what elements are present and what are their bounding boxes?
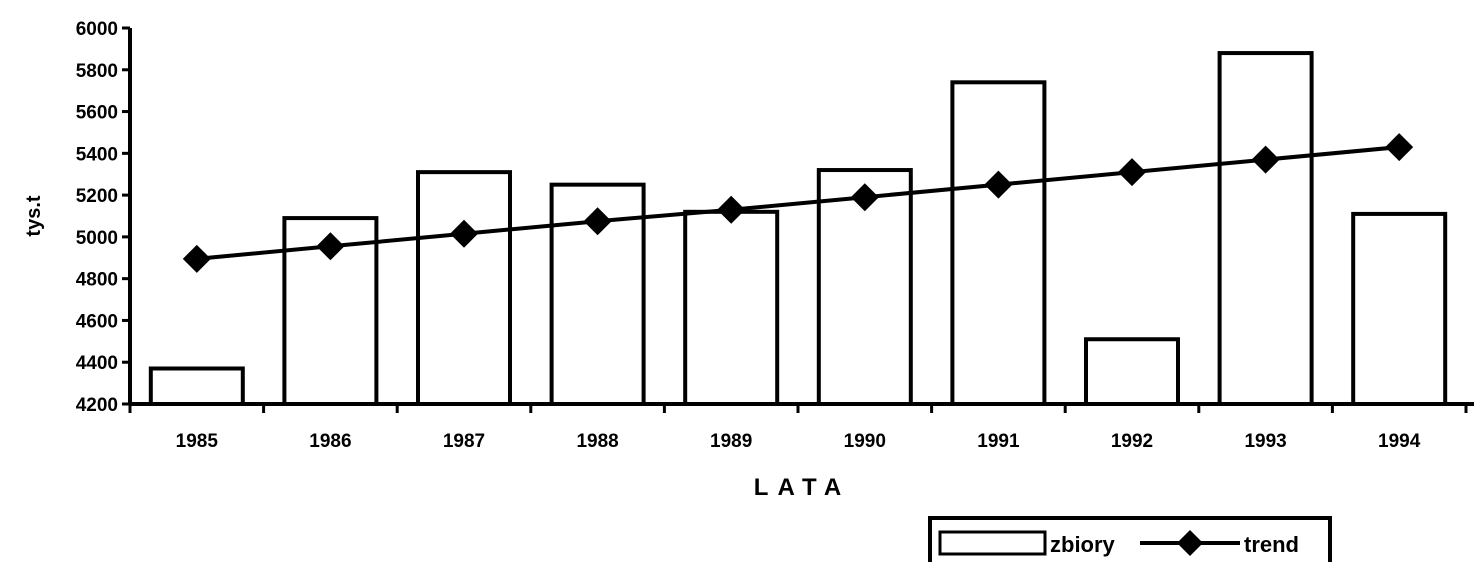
x-tick-label: 1992 — [1111, 431, 1153, 452]
trend-marker-1987 — [450, 219, 478, 248]
trend-marker-1992 — [1118, 158, 1146, 187]
legend-label-zbiory: zbiory — [1050, 532, 1116, 557]
trend-marker-1989 — [717, 195, 746, 224]
trend-layer — [182, 133, 1414, 273]
y-tick-label: 5800 — [76, 61, 118, 82]
y-tick-label: 4800 — [76, 270, 118, 291]
bar-1987 — [416, 170, 512, 406]
x-axis-title: LATA — [754, 474, 850, 501]
x-tick-label: 1987 — [443, 431, 485, 452]
bar-1989 — [683, 209, 780, 406]
x-tick-label: 1990 — [844, 431, 886, 452]
bars-layer — [148, 51, 1448, 407]
y-tick-label: 4600 — [76, 311, 118, 332]
trend-marker-1985 — [182, 244, 211, 273]
y-axis-title: tys.t — [23, 195, 45, 236]
legend: zbiory trend — [928, 516, 1332, 562]
x-tick-label: 1994 — [1378, 431, 1421, 452]
y-tick-label: 5600 — [76, 103, 118, 124]
bar-1991 — [950, 80, 1047, 407]
y-tick-label: 4400 — [76, 353, 118, 374]
trend-marker-1986 — [316, 232, 345, 261]
legend-bar-swatch — [938, 530, 1047, 556]
trend-line — [196, 145, 1400, 261]
x-tick-label: 1988 — [576, 431, 618, 452]
y-tick-label: 5200 — [76, 186, 118, 207]
x-tick-label: 1993 — [1244, 431, 1286, 452]
y-tick-label: 4200 — [76, 395, 118, 416]
bar-1994 — [1351, 211, 1448, 406]
x-tick-label: 1989 — [710, 431, 752, 452]
x-tick-label: 1985 — [176, 431, 219, 452]
bar-1992 — [1084, 337, 1180, 406]
ticks-layer: 4200 4400 4600 4800 5000 5200 5400 5600 5800 6000… — [76, 19, 1468, 452]
bar-1985 — [148, 366, 245, 407]
trend-marker-1994 — [1385, 133, 1414, 162]
y-tick-label: 5400 — [76, 144, 118, 165]
trend-marker-1988 — [583, 207, 612, 236]
trend-marker-1993 — [1251, 145, 1280, 174]
legend-diamond-marker — [1177, 530, 1203, 556]
x-tick-label: 1986 — [309, 431, 351, 452]
legend-label-trend: trend — [1244, 532, 1299, 557]
bar-1993 — [1217, 51, 1314, 406]
x-tick-label: 1991 — [977, 431, 1020, 452]
trend-marker-1990 — [850, 183, 879, 212]
axes-layer — [128, 28, 1474, 406]
trend-marker-1991 — [984, 170, 1013, 199]
y-tick-label: 5000 — [76, 228, 118, 249]
y-tick-label: 6000 — [76, 19, 118, 40]
